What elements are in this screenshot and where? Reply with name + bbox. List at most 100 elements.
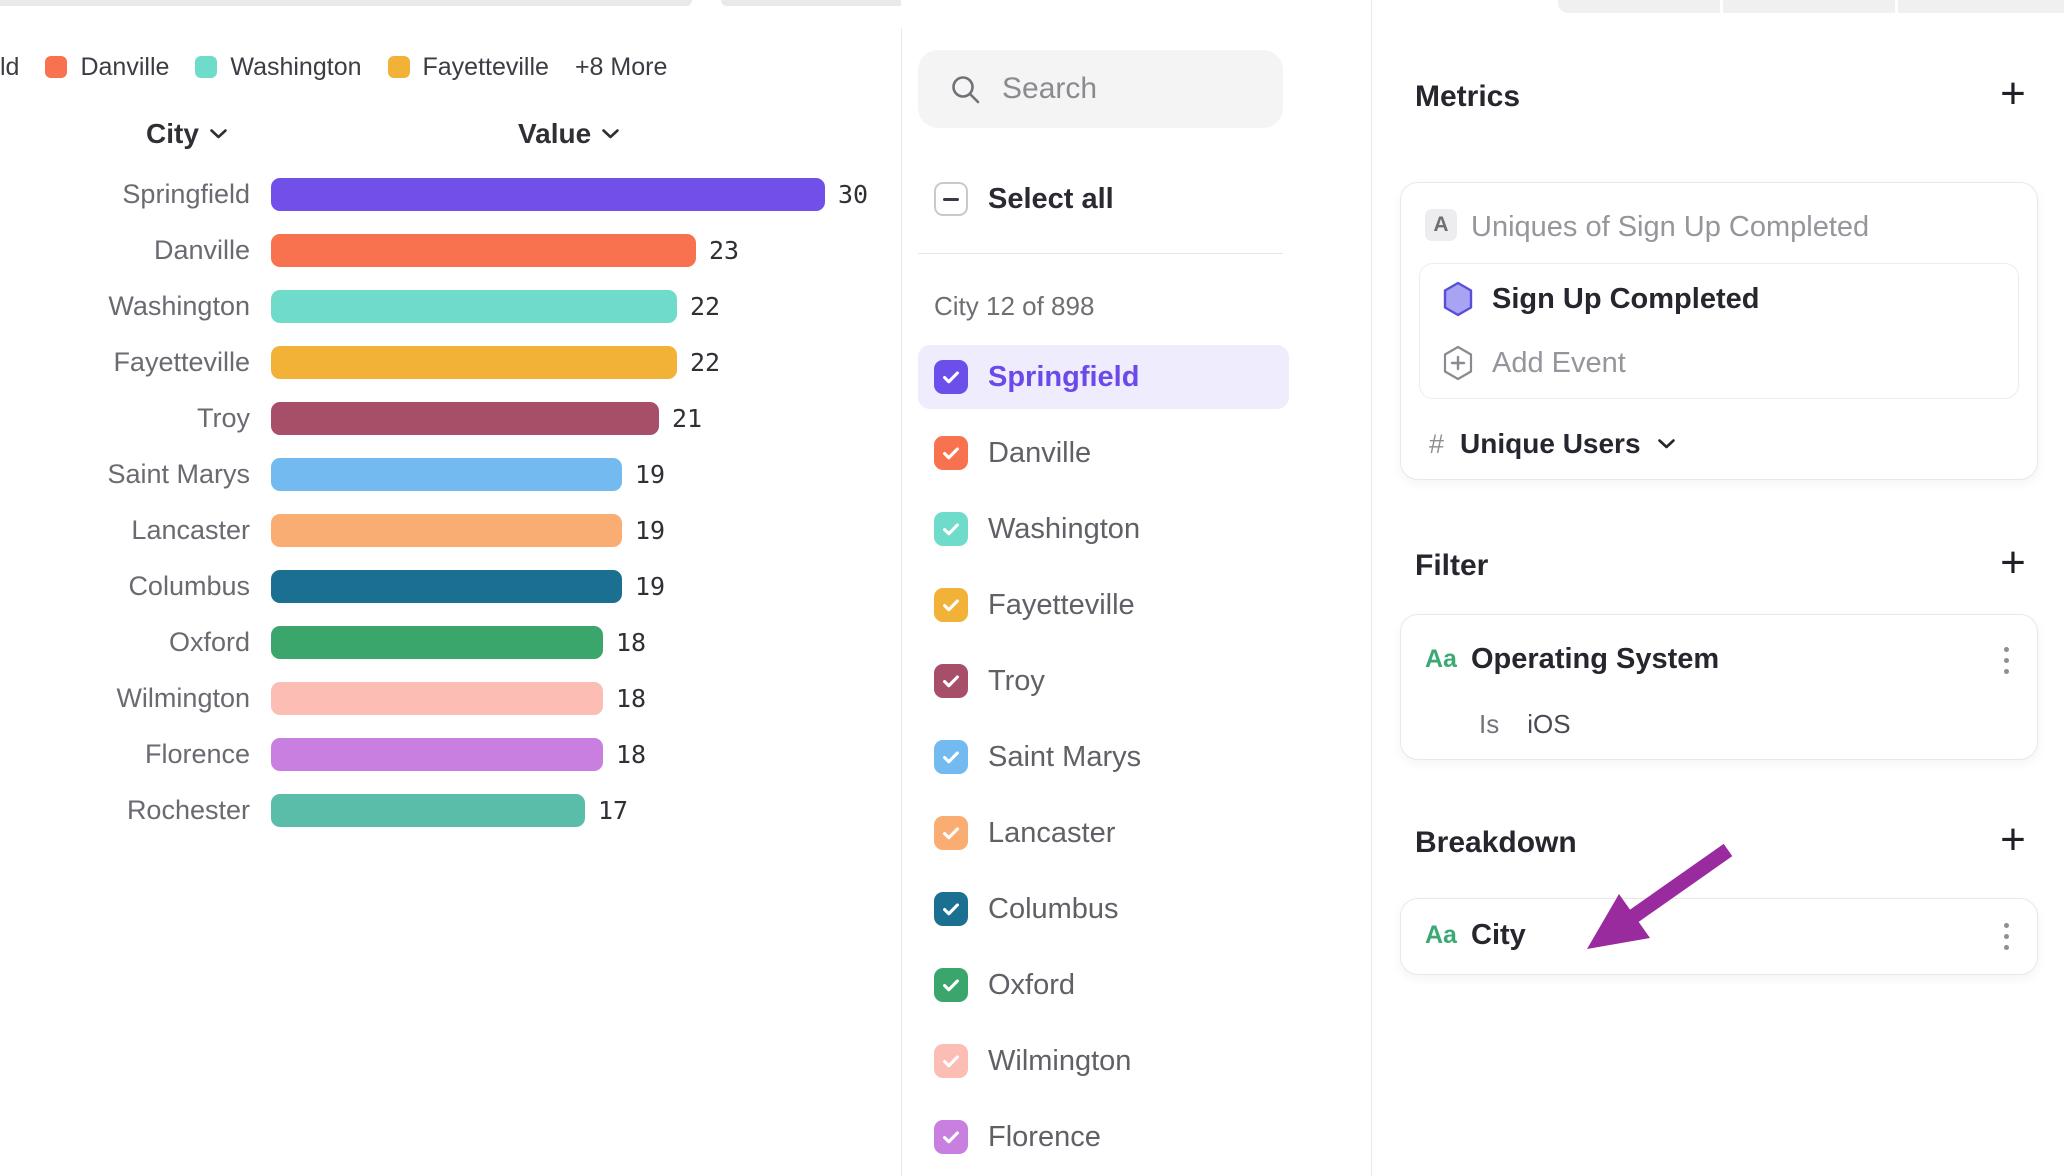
kebab-menu-icon[interactable]	[2000, 919, 2013, 954]
add-event-button[interactable]: Add Event	[1442, 345, 1626, 381]
bar[interactable]	[271, 513, 622, 547]
city-checkbox[interactable]	[934, 436, 968, 470]
legend-swatch	[387, 56, 410, 78]
filter-property-row[interactable]: Aa Operating System	[1425, 643, 1719, 676]
breakdown-property-name: City	[1471, 919, 1526, 951]
bar[interactable]	[271, 681, 603, 715]
event-name: Sign Up Completed	[1492, 282, 1760, 315]
city-list-item[interactable]: Danville	[901, 415, 1372, 491]
city-list-item[interactable]: Columbus	[901, 871, 1372, 947]
city-checkbox[interactable]	[934, 360, 968, 394]
breakdown-card[interactable]: Aa City	[1400, 898, 2038, 975]
bar[interactable]	[271, 457, 622, 491]
legend-item[interactable]: Washington	[195, 52, 362, 82]
select-all-toggle[interactable]: Select all	[934, 182, 1114, 216]
bar[interactable]	[271, 233, 696, 267]
bar[interactable]	[271, 345, 677, 379]
event-row[interactable]: Sign Up Completed	[1442, 281, 1759, 317]
filter-heading: Filter	[1415, 549, 1489, 582]
measure-dropdown[interactable]: # Unique Users	[1429, 428, 1676, 460]
city-list-item[interactable]: Springfield	[901, 339, 1372, 415]
filter-property-name: Operating System	[1471, 643, 1720, 675]
check-icon	[943, 447, 959, 460]
number-symbol: #	[1429, 428, 1445, 459]
check-icon	[943, 751, 959, 764]
inspector-panel: Metrics + A Uniques of Sign Up Completed…	[1373, 0, 2064, 1176]
breakdown-property-row[interactable]: Aa City	[1425, 919, 1526, 952]
chevron-down-icon	[1657, 439, 1675, 449]
bar-row: Washington 22	[0, 278, 890, 334]
city-checkbox[interactable]	[934, 588, 968, 622]
city-label: Washington	[988, 512, 1141, 545]
bar-category-label: Oxford	[168, 626, 250, 657]
bar-category-label: Wilmington	[116, 682, 250, 713]
filter-card[interactable]: Aa Operating System Is iOS	[1400, 614, 2038, 760]
city-checkbox[interactable]	[934, 968, 968, 1002]
metric-card: A Uniques of Sign Up Completed Sign Up C…	[1400, 182, 2038, 480]
bar-category-label: Troy	[197, 402, 250, 433]
select-all-label: Select all	[988, 182, 1114, 215]
bar-chart: Springfield 30 Danville 23 Washington 22 Fayet…	[0, 166, 890, 838]
city-checkbox[interactable]	[934, 740, 968, 774]
measure-label: Unique Users	[1460, 428, 1641, 459]
legend-item[interactable]: Fayetteville	[387, 52, 549, 82]
check-icon	[943, 827, 959, 840]
check-icon	[943, 523, 959, 536]
bar[interactable]	[271, 737, 603, 771]
city-list-item[interactable]: Oxford	[901, 947, 1372, 1023]
column-header-value[interactable]: Value	[518, 116, 620, 152]
clipped-tab-bar	[1558, 0, 2064, 13]
string-property-icon: Aa	[1425, 921, 1457, 949]
city-list-item[interactable]: Saint Marys	[901, 719, 1372, 795]
legend-item[interactable]: Danville	[45, 53, 169, 82]
bar-row: Oxford 18	[0, 614, 890, 670]
city-label: Florence	[988, 1120, 1101, 1153]
city-list-item[interactable]: Wilmington	[901, 1023, 1372, 1099]
result-count: City 12 of 898	[934, 291, 1095, 321]
bar[interactable]	[271, 793, 585, 827]
add-filter-button[interactable]: +	[2000, 538, 2026, 587]
bar-value-label: 30	[838, 179, 869, 209]
legend-more-button[interactable]: +8 More	[574, 52, 668, 81]
bar-row: Wilmington 18	[0, 670, 890, 726]
filter-condition[interactable]: Is iOS	[1479, 709, 1571, 740]
check-icon	[943, 1131, 959, 1144]
bar[interactable]	[271, 569, 622, 603]
chevron-down-icon	[602, 129, 619, 139]
kebab-menu-icon[interactable]	[2000, 643, 2013, 678]
city-list-item[interactable]: Washington	[901, 491, 1372, 567]
bar-value-label: 22	[690, 291, 721, 321]
add-breakdown-button[interactable]: +	[2000, 815, 2026, 864]
city-checkbox[interactable]	[934, 1120, 968, 1154]
bar-value-label: 21	[672, 403, 703, 433]
bar[interactable]	[271, 625, 603, 659]
city-list-item[interactable]: Florence	[901, 1099, 1372, 1175]
legend-label: Fayetteville	[422, 52, 549, 81]
city-checkbox[interactable]	[934, 892, 968, 926]
check-icon	[943, 675, 959, 688]
check-icon	[943, 979, 959, 992]
bar[interactable]	[271, 401, 659, 435]
legend-label: Washington	[230, 52, 362, 81]
city-list-item[interactable]: Lancaster	[901, 795, 1372, 871]
city-list-item[interactable]: Troy	[901, 643, 1372, 719]
city-list-item[interactable]: Fayetteville	[901, 567, 1372, 643]
bar-value-label: 19	[635, 515, 666, 545]
city-checkbox[interactable]	[934, 512, 968, 546]
city-list: Springfield Danville Washington Fayettevill…	[901, 339, 1372, 1175]
bar-value-label: 18	[616, 739, 647, 769]
column-header-city[interactable]: City	[146, 116, 228, 152]
search-input[interactable]	[918, 50, 1283, 128]
select-all-checkbox[interactable]	[934, 182, 968, 216]
metric-summary: Uniques of Sign Up Completed	[1471, 211, 1870, 243]
bar[interactable]	[271, 177, 825, 211]
check-icon	[943, 371, 959, 384]
bar-row: Springfield 30	[0, 166, 890, 222]
legend-swatch	[45, 56, 68, 78]
city-checkbox[interactable]	[934, 1044, 968, 1078]
legend-label: Danville	[80, 52, 170, 81]
city-checkbox[interactable]	[934, 664, 968, 698]
add-metric-button[interactable]: +	[2000, 69, 2026, 118]
bar[interactable]	[271, 289, 677, 323]
city-checkbox[interactable]	[934, 816, 968, 850]
